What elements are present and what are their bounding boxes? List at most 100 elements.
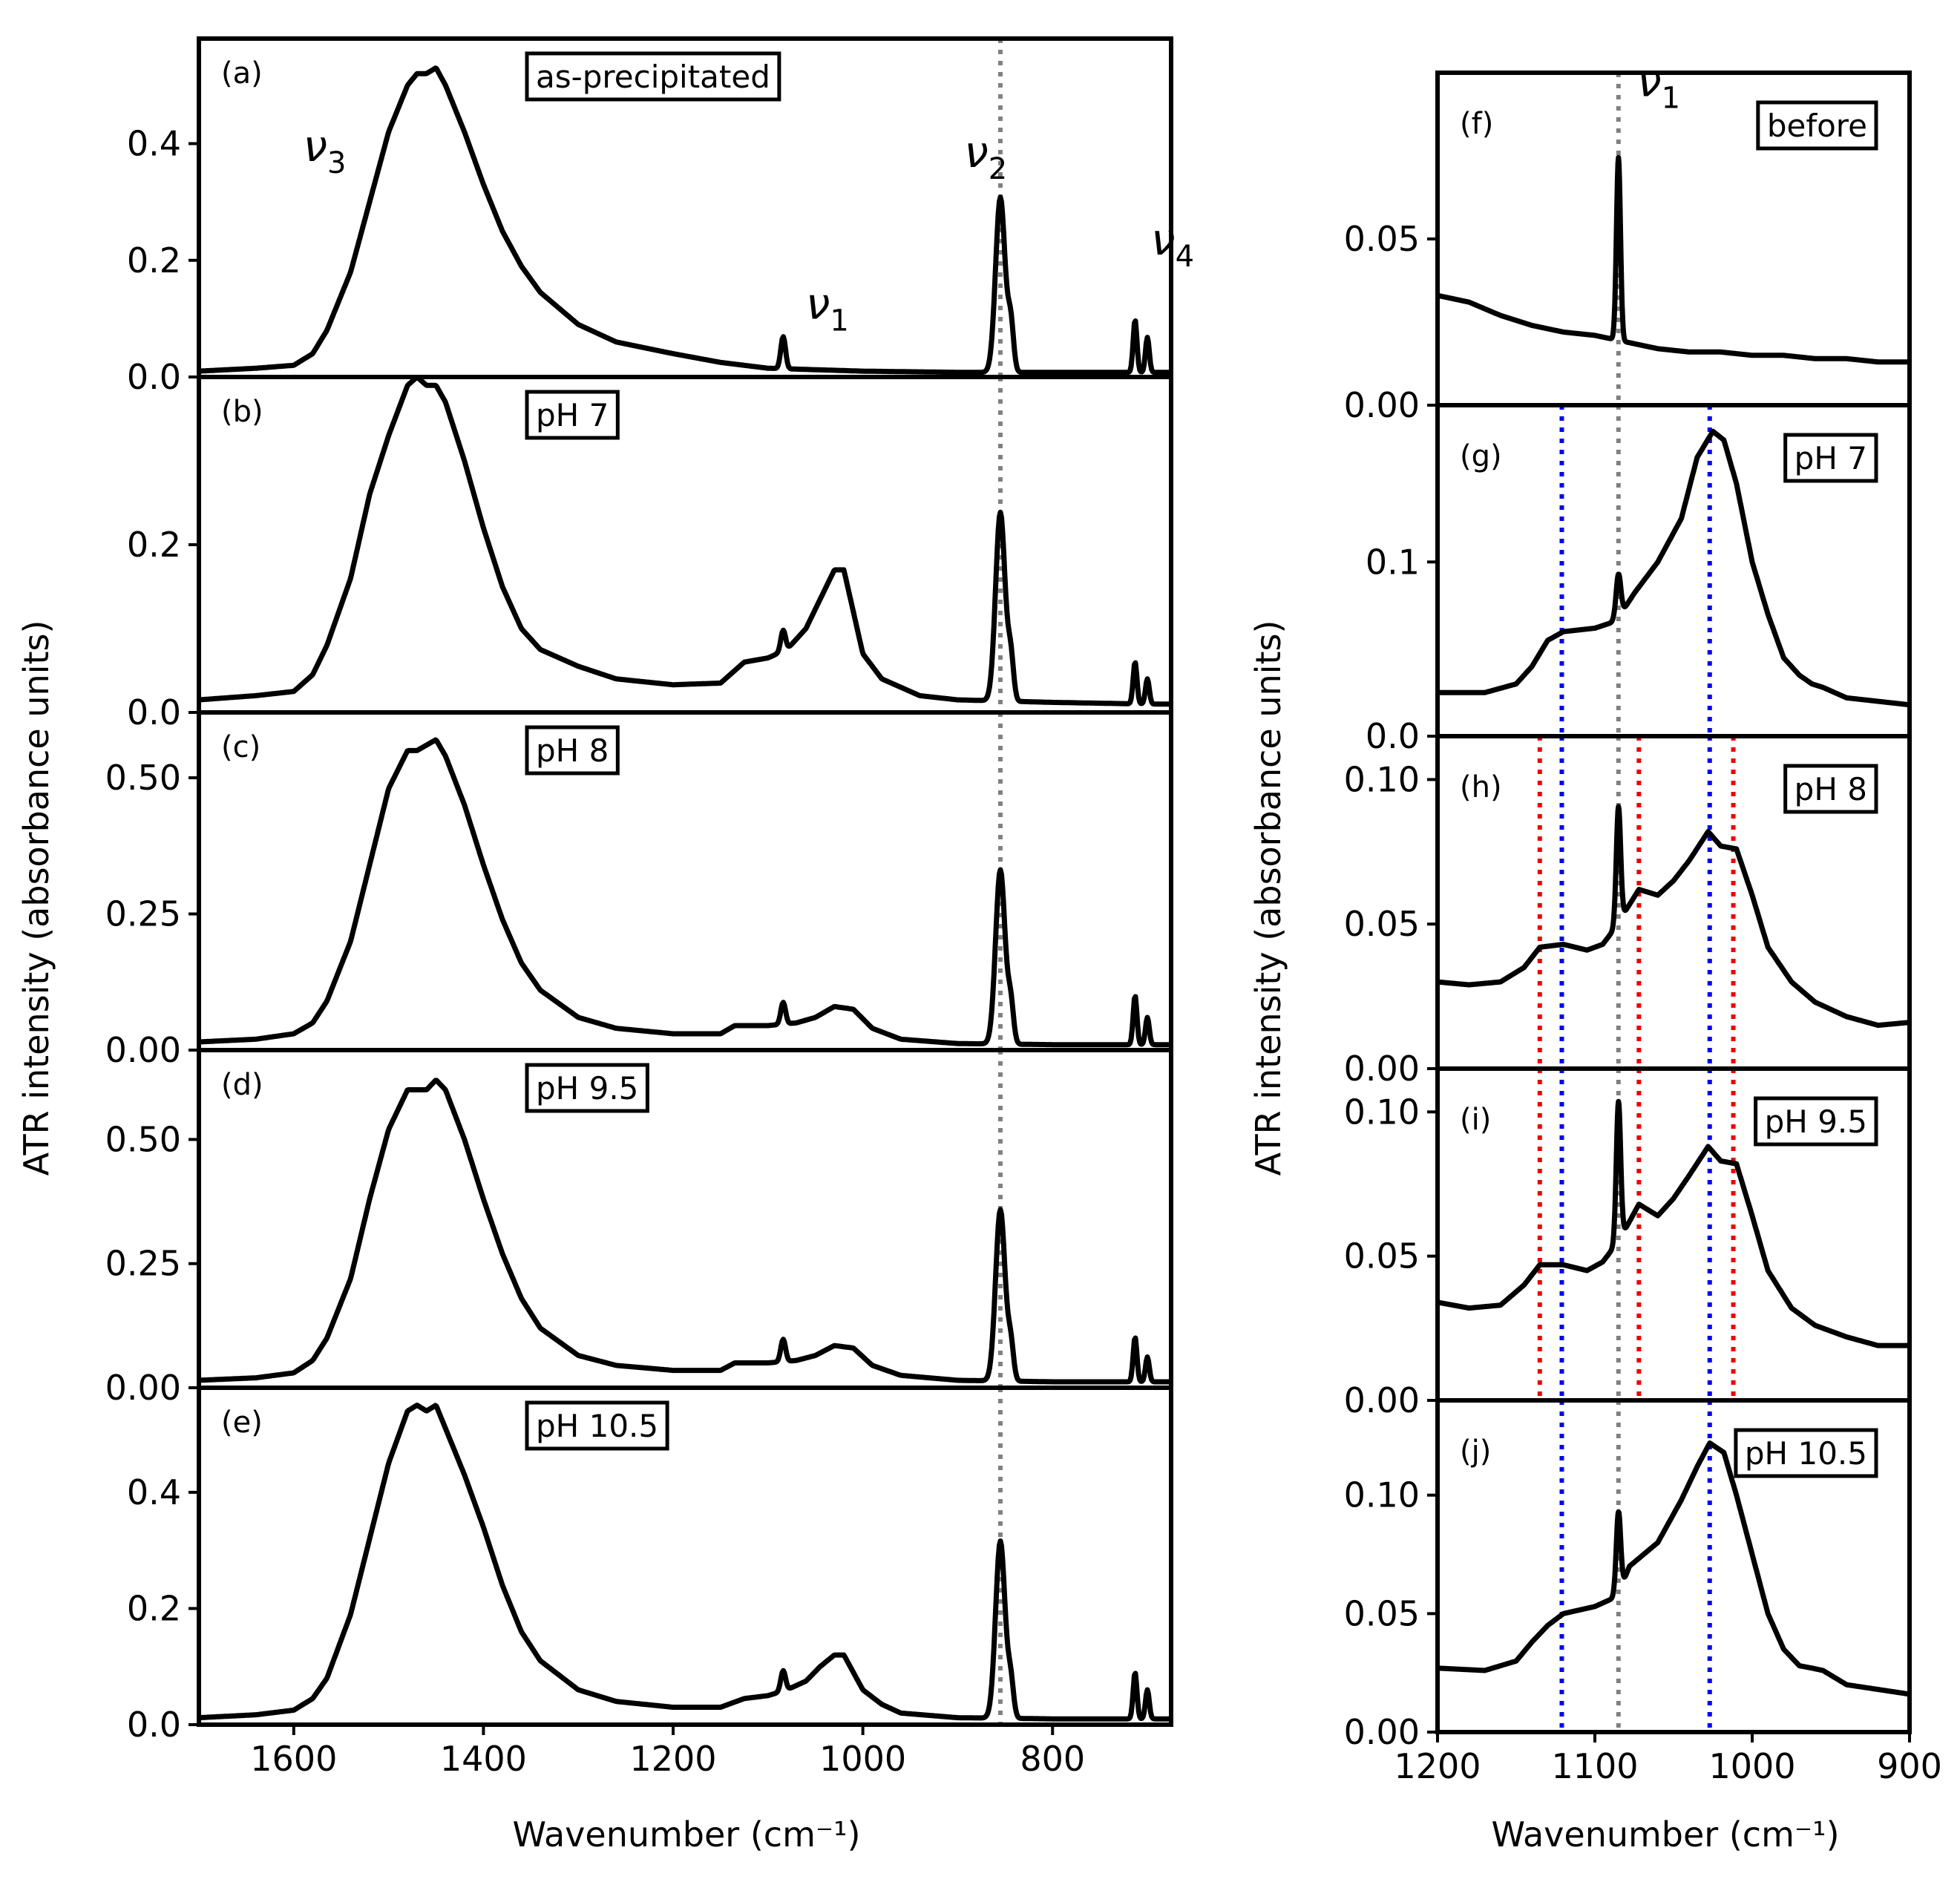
panel-a-condition-box — [525, 51, 781, 102]
panel-b-ytick-label-1: 0.0 — [127, 692, 181, 732]
panel-e-xtick-label-4: 1000 — [819, 1739, 906, 1779]
panel-a-peak-symbol-4: ν — [1151, 214, 1175, 265]
panel-f-letter: (f) — [1460, 107, 1493, 141]
panel-j-condition-box — [1734, 1428, 1878, 1478]
panel-b-frame — [197, 375, 1173, 715]
panel-a-peak-label-4: ν4 — [1151, 214, 1194, 274]
panel-i-ytick-label-2: 0.05 — [1344, 1236, 1420, 1276]
left-x-axis-title: Wavenumber (cm⁻¹) — [512, 1814, 860, 1855]
panel-f-ytick-label-1: 0.00 — [1344, 385, 1420, 425]
panel-e-ytick-label-2: 0.2 — [127, 1588, 181, 1628]
panel-a-peak-label-3: ν1 — [806, 278, 849, 338]
panel-a-spectrum-line — [199, 65, 1171, 376]
panel-c-frame — [197, 710, 1173, 1052]
panel-c-letter: (c) — [221, 730, 260, 764]
panel-d: 0.00 0.25 0.50 (d) pH 9.5 — [105, 1048, 1173, 1408]
panel-f-peak-subscript-1: 1 — [1662, 81, 1680, 115]
panel-f-spectrum-line — [1438, 154, 1910, 365]
panel-h-ytick-label-1: 0.00 — [1344, 1049, 1420, 1089]
panel-e-xtick-label-5: 800 — [1020, 1739, 1085, 1779]
panel-c-ytick-label-1: 0.00 — [105, 1030, 181, 1070]
panel-a-peak-subscript-3: 1 — [830, 304, 848, 338]
panel-i-condition-box — [1754, 1096, 1878, 1147]
panel-a-peak-label-1: ν3 — [304, 121, 347, 180]
panel-h-ytick-label-3: 0.10 — [1344, 759, 1420, 799]
panel-j-xtick-label-4: 900 — [1877, 1746, 1942, 1786]
panel-e-frame — [197, 1386, 1173, 1727]
panel-d-ytick-label-3: 0.50 — [105, 1119, 181, 1159]
panel-b-spectrum-line — [199, 377, 1171, 707]
panel-e-letter: (e) — [221, 1406, 263, 1440]
left-y-axis-title: ATR intensity (absorbance units) — [16, 620, 56, 1176]
panel-j-xtick-label-2: 1100 — [1551, 1746, 1638, 1786]
panel-a-peak-symbol-3: ν — [806, 278, 830, 329]
panel-g-condition-box — [1783, 433, 1878, 483]
panel-b: 0.0 0.2 (b) pH 7 — [127, 375, 1173, 732]
panel-e-spectrum-line — [199, 1403, 1171, 1722]
panel-b-condition-box — [525, 390, 620, 440]
panel-j-spectrum-line — [1438, 1440, 1910, 1697]
panel-c-ytick-label-2: 0.25 — [105, 894, 181, 934]
panel-c-condition-label: pH 8 — [536, 732, 609, 769]
panel-h: 0.00 0.05 0.10 (h) pH 8 — [1344, 734, 1912, 1089]
panel-e: 0.0 0.2 0.4 1600 1400 1200 1000 800 (e) pH 10.5 — [127, 1386, 1173, 1779]
panel-f-peak-label-1: ν1 — [1637, 56, 1680, 115]
panel-f-ytick-label-2: 0.05 — [1344, 219, 1420, 259]
panel-i-letter: (i) — [1460, 1103, 1491, 1137]
panel-c: 0.00 0.25 0.50 (c) pH 8 — [105, 710, 1173, 1070]
panel-a-condition-label: as-precipitated — [536, 59, 770, 95]
panel-g-ytick-label-1: 0.0 — [1366, 716, 1420, 756]
panel-d-ytick-label-1: 0.00 — [105, 1368, 181, 1408]
panel-g-spectrum-line — [1438, 428, 1910, 708]
panel-b-letter: (b) — [221, 395, 263, 429]
panel-d-frame — [197, 1048, 1173, 1390]
panel-a-peak-subscript-2: 2 — [989, 152, 1007, 186]
panel-a-letter: (a) — [221, 56, 263, 91]
panel-i-ytick-label-3: 0.10 — [1344, 1092, 1420, 1132]
panel-f: 0.00 0.05 (f) before ν1 — [1344, 56, 1912, 425]
panel-j-xtick-label-1: 1200 — [1394, 1746, 1481, 1786]
panel-e-condition-label: pH 10.5 — [536, 1408, 658, 1444]
panel-i-spectrum-line — [1438, 1098, 1910, 1348]
panel-j-ytick-label-3: 0.10 — [1344, 1475, 1420, 1515]
panel-i: 0.00 0.05 0.10 (i) pH 9.5 — [1344, 1066, 1912, 1420]
panel-e-xtick-label-1: 1600 — [250, 1739, 337, 1779]
panel-a-ytick-label-2: 0.2 — [127, 240, 181, 281]
panel-j-xtick-label-3: 1000 — [1708, 1746, 1795, 1786]
panel-f-condition-label: before — [1767, 108, 1867, 144]
panel-a-ytick-label-3: 0.4 — [127, 124, 181, 164]
panel-e-ytick-label-3: 0.4 — [127, 1472, 181, 1512]
panel-b-condition-label: pH 7 — [536, 397, 609, 433]
panel-d-condition-box — [525, 1063, 649, 1113]
panel-d-letter: (d) — [221, 1068, 263, 1102]
panel-g-condition-label: pH 7 — [1795, 440, 1867, 476]
panel-a-peak-label-2: ν2 — [964, 127, 1007, 186]
panel-i-ytick-label-1: 0.00 — [1344, 1380, 1420, 1420]
panel-e-ytick-label-1: 0.0 — [127, 1705, 181, 1745]
panel-f-peak-symbol-1: ν — [1637, 56, 1661, 106]
right-y-axis-title: ATR intensity (absorbance units) — [1248, 620, 1288, 1176]
panel-d-ytick-label-2: 0.25 — [105, 1244, 181, 1284]
right-x-axis-title: Wavenumber (cm⁻¹) — [1491, 1814, 1839, 1855]
panel-j-condition-label: pH 10.5 — [1745, 1435, 1867, 1472]
panel-j-frame — [1435, 1398, 1912, 1734]
panel-d-spectrum-line — [199, 1078, 1171, 1385]
panel-a-peak-subscript-4: 4 — [1176, 240, 1194, 274]
panel-j-ytick-label-2: 0.05 — [1344, 1593, 1420, 1633]
panel-e-xtick-label-2: 1400 — [440, 1739, 527, 1779]
panel-h-condition-label: pH 8 — [1795, 771, 1867, 807]
panel-a-ytick-label-1: 0.0 — [127, 357, 181, 397]
panel-g-ytick-label-2: 0.1 — [1366, 542, 1420, 582]
panel-e-condition-box — [525, 1400, 669, 1451]
panel-d-condition-label: pH 9.5 — [536, 1070, 638, 1106]
panel-h-spectrum-line — [1438, 804, 1910, 1029]
panel-a-peak-symbol-1: ν — [304, 121, 327, 171]
panel-a-peak-symbol-2: ν — [964, 127, 988, 177]
panel-c-ytick-label-3: 0.50 — [105, 758, 181, 798]
panel-j: 0.00 0.05 0.10 1200 1100 1000 900 (j) pH 10.5 — [1344, 1398, 1942, 1786]
panel-a-peak-subscript-1: 3 — [327, 146, 346, 180]
panel-j-ytick-label-1: 0.00 — [1344, 1712, 1420, 1752]
